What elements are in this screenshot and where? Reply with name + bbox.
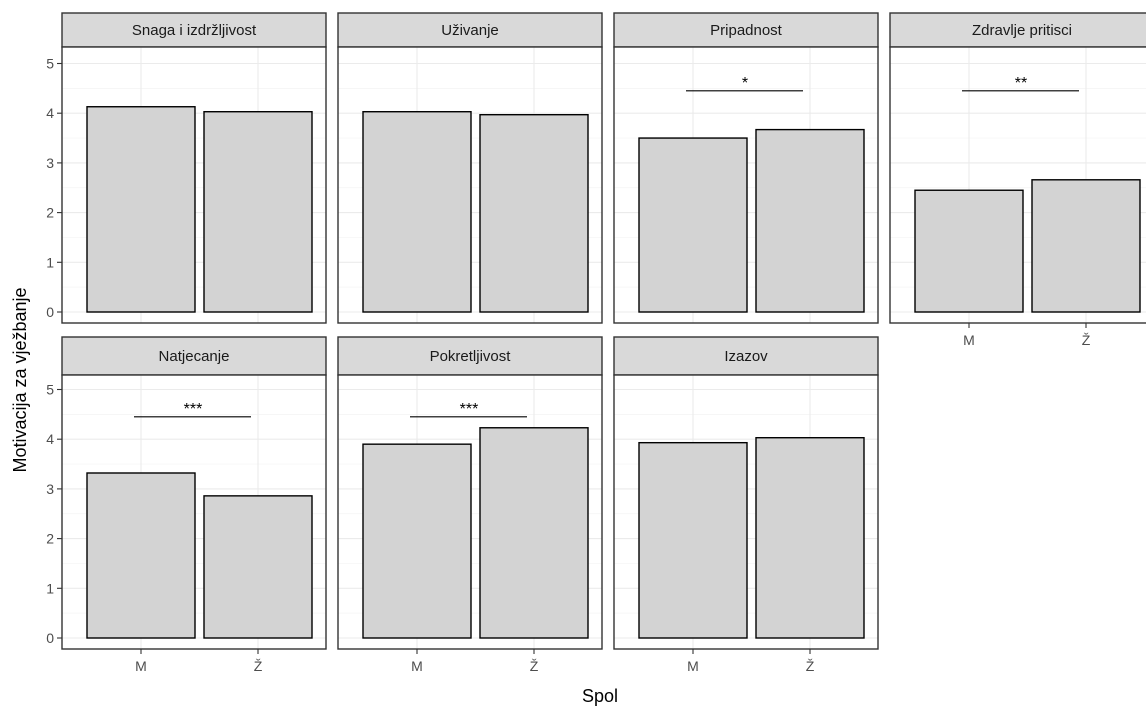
facet-title: Natjecanje bbox=[159, 348, 230, 365]
bar-M bbox=[638, 137, 748, 313]
bar-M bbox=[362, 111, 472, 313]
significance-label: * bbox=[742, 75, 748, 92]
bar-M bbox=[362, 443, 472, 639]
significance-label: ** bbox=[1015, 75, 1027, 92]
y-tick-label: 3 bbox=[46, 481, 54, 497]
x-tick-label: Ž bbox=[806, 658, 815, 674]
facet-panel: Uživanje bbox=[337, 12, 603, 324]
y-tick-label: 5 bbox=[46, 56, 54, 72]
panel-border bbox=[613, 46, 879, 324]
y-tick-label: 2 bbox=[46, 531, 54, 547]
facet-title: Pripadnost bbox=[710, 22, 783, 39]
facet-title: Zdravlje pritisci bbox=[972, 22, 1072, 39]
bar-Ž bbox=[203, 111, 313, 313]
facet-panel: Pokretljivost *** M Ž bbox=[337, 336, 603, 674]
bar-Ž bbox=[755, 128, 865, 313]
bar-Ž bbox=[479, 427, 589, 639]
facet-panel: Snaga i izdržljivost 0 1 2 3 4 5 bbox=[46, 12, 327, 324]
panel-border bbox=[613, 374, 879, 650]
x-tick-label: Ž bbox=[530, 658, 539, 674]
x-axis-title: Spol bbox=[582, 686, 618, 706]
x-tick-label: Ž bbox=[1082, 332, 1091, 348]
y-tick-label: 1 bbox=[46, 580, 54, 596]
facet-strip bbox=[337, 12, 603, 48]
panel-border bbox=[61, 46, 327, 324]
bar-Ž bbox=[479, 113, 589, 313]
y-tick-label: 4 bbox=[46, 431, 54, 447]
significance-label: *** bbox=[184, 401, 203, 418]
facet-strip bbox=[61, 336, 327, 376]
x-tick-label: M bbox=[135, 658, 147, 674]
panels-layer: Snaga i izdržljivost 0 1 2 3 4 5 Uživanje Pripad… bbox=[46, 12, 1146, 674]
x-tick-label: M bbox=[963, 332, 975, 348]
facet-strip bbox=[613, 12, 879, 48]
facet-title: Izazov bbox=[724, 348, 768, 365]
bar-Ž bbox=[755, 437, 865, 639]
x-tick-label: M bbox=[687, 658, 699, 674]
significance-label: *** bbox=[460, 401, 479, 418]
facet-strip bbox=[613, 336, 879, 376]
facet-panel: Natjecanje *** 0 1 2 3 4 5 M Ž bbox=[46, 336, 327, 674]
bar-M bbox=[86, 106, 196, 313]
bar-M bbox=[86, 472, 196, 639]
facet-title: Uživanje bbox=[441, 22, 499, 39]
y-tick-label: 0 bbox=[46, 630, 54, 646]
y-tick-label: 0 bbox=[46, 304, 54, 320]
y-tick-label: 2 bbox=[46, 205, 54, 221]
facet-strip bbox=[889, 12, 1146, 48]
y-axis-title: Motivacija za vježbanje bbox=[10, 287, 30, 472]
y-tick-label: 1 bbox=[46, 254, 54, 270]
facet-panel: Zdravlje pritisci ** M Ž bbox=[889, 12, 1146, 348]
x-tick-label: M bbox=[411, 658, 423, 674]
y-tick-label: 3 bbox=[46, 155, 54, 171]
facet-strip bbox=[61, 12, 327, 48]
bar-M bbox=[638, 441, 748, 639]
facet-title: Snaga i izdržljivost bbox=[132, 22, 257, 39]
bar-Ž bbox=[203, 495, 313, 639]
facet-panel: Izazov M Ž bbox=[613, 336, 879, 674]
panel-border bbox=[889, 46, 1146, 324]
facet-panel: Pripadnost * bbox=[613, 12, 879, 324]
y-tick-label: 5 bbox=[46, 382, 54, 398]
y-tick-label: 4 bbox=[46, 105, 54, 121]
panel-border bbox=[337, 374, 603, 650]
panel-border bbox=[61, 374, 327, 650]
bar-Ž bbox=[1031, 179, 1141, 313]
panel-border bbox=[337, 46, 603, 324]
bar-M bbox=[914, 189, 1024, 313]
x-tick-label: Ž bbox=[254, 658, 263, 674]
facet-title: Pokretljivost bbox=[430, 348, 512, 365]
facet-strip bbox=[337, 336, 603, 376]
